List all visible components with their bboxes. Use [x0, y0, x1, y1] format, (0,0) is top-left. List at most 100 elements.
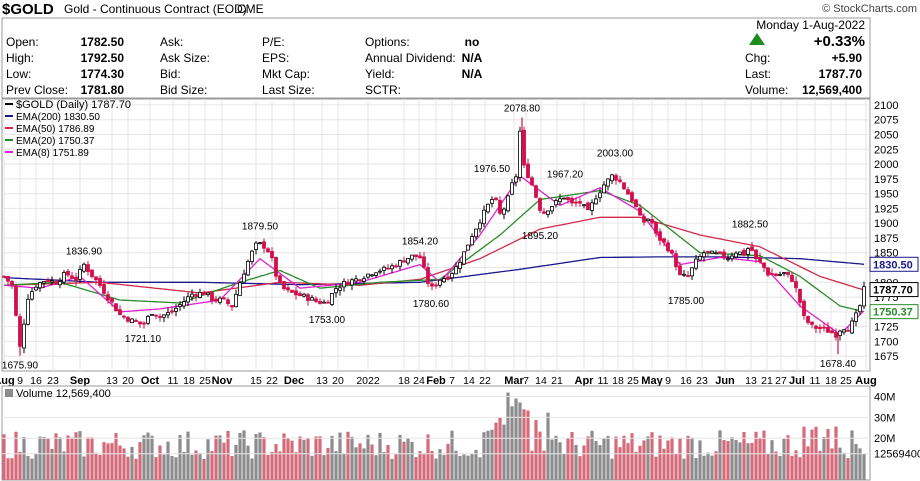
candle-body	[50, 280, 54, 283]
volume-bar	[638, 445, 642, 480]
volume-bar	[626, 443, 630, 480]
candle-body	[206, 292, 210, 296]
volume-bar	[110, 443, 114, 480]
candle-body	[382, 266, 386, 271]
candle-body	[250, 250, 254, 262]
x-tick-label: Feb	[426, 375, 446, 387]
price-annotation: 2003.00	[597, 148, 634, 159]
volume-bar	[466, 455, 470, 480]
x-tick-label: 2022	[356, 375, 380, 387]
candle-body	[754, 249, 758, 259]
x-tick-label: 9	[17, 375, 23, 387]
volume-bar	[794, 450, 798, 480]
ema50-line	[3, 216, 865, 294]
candle-body	[734, 252, 738, 258]
volume-bar	[34, 454, 38, 480]
candle-body	[202, 291, 206, 296]
candle-body	[30, 291, 34, 300]
candle-body	[158, 316, 162, 318]
volume-bar	[174, 457, 178, 480]
candle-body	[186, 296, 190, 303]
candle-body	[146, 315, 150, 324]
volume-bar	[258, 432, 262, 480]
candle-body	[498, 200, 502, 214]
candle-body	[118, 309, 122, 316]
candle-body	[526, 163, 530, 178]
candle-body	[862, 286, 866, 307]
candle-body	[442, 278, 446, 283]
volume-bar	[686, 435, 690, 480]
candle-body	[302, 293, 306, 297]
volume-bar	[426, 434, 430, 480]
candle-body	[646, 218, 650, 222]
x-tick-label: 18	[183, 375, 195, 387]
candle-body	[78, 269, 82, 280]
x-tick-label: Oct	[141, 375, 160, 387]
volume-bar	[478, 457, 482, 480]
volume-bar	[214, 435, 218, 480]
x-tick-label: 22	[479, 375, 491, 387]
candle-body	[778, 274, 782, 276]
field-value: no	[465, 35, 480, 49]
field-label: SCTR:	[365, 83, 401, 97]
field-label: Low:	[6, 67, 31, 81]
volume-bar	[130, 446, 134, 480]
volume-bar	[742, 432, 746, 480]
volume-bar	[574, 444, 578, 480]
volume-bar	[826, 429, 830, 480]
volume-bar	[778, 455, 782, 480]
volume-bar	[486, 430, 490, 480]
volume-bar	[370, 444, 374, 480]
x-tick-label: 13	[106, 375, 118, 387]
candle-body	[398, 260, 402, 267]
x-tick-label: Aug	[0, 375, 15, 387]
price-tag-box	[869, 282, 919, 298]
field-label: Mkt Cap:	[262, 67, 310, 81]
volume-bar	[454, 450, 458, 480]
y-tick-label: 1850	[874, 248, 898, 260]
header-box	[1, 17, 871, 99]
volume-tick-label: 30M	[874, 412, 895, 424]
field-value: 1774.30	[81, 67, 125, 81]
volume-bar	[618, 447, 622, 480]
y-tick-label: 1725	[874, 322, 898, 334]
volume-bar	[162, 454, 166, 480]
candle-body	[122, 315, 126, 318]
candle-body	[362, 278, 366, 282]
volume-bar	[566, 438, 570, 480]
candle-body	[622, 182, 626, 190]
candle-body	[338, 287, 342, 291]
candle-body	[454, 266, 458, 275]
candle-body	[70, 275, 74, 279]
volume-bar	[102, 442, 106, 480]
candle-body	[662, 238, 666, 243]
symbol-title: $GOLD	[2, 1, 54, 18]
candle-body	[590, 202, 594, 211]
volume-bar	[70, 437, 74, 480]
volume-tick-label: 12569400	[874, 449, 920, 461]
candle-body	[14, 285, 18, 316]
volume-bar	[514, 398, 518, 480]
volume-bar	[182, 451, 186, 480]
x-tick-label: 27	[775, 375, 787, 387]
volume-bar	[334, 451, 338, 480]
price-annotation: 1895.20	[522, 231, 559, 242]
volume-bar	[42, 437, 46, 480]
candle-body	[714, 252, 718, 255]
candle-body	[802, 300, 806, 316]
candle-body	[606, 178, 610, 187]
field-label: Last Size:	[262, 83, 315, 97]
candle-body	[254, 242, 258, 250]
volume-bar	[98, 454, 102, 480]
volume-bar	[302, 439, 306, 480]
x-tick-label: 14	[535, 375, 547, 387]
field-label: Volume:	[745, 83, 788, 97]
candle-body	[270, 251, 274, 259]
volume-bar	[166, 441, 170, 480]
volume-bar	[238, 432, 242, 480]
price-tag: 1750.37	[873, 307, 913, 319]
candle-body	[530, 177, 534, 186]
x-tick-label: Nov	[212, 375, 234, 387]
volume-bar	[338, 432, 342, 480]
volume-bar	[362, 448, 366, 480]
